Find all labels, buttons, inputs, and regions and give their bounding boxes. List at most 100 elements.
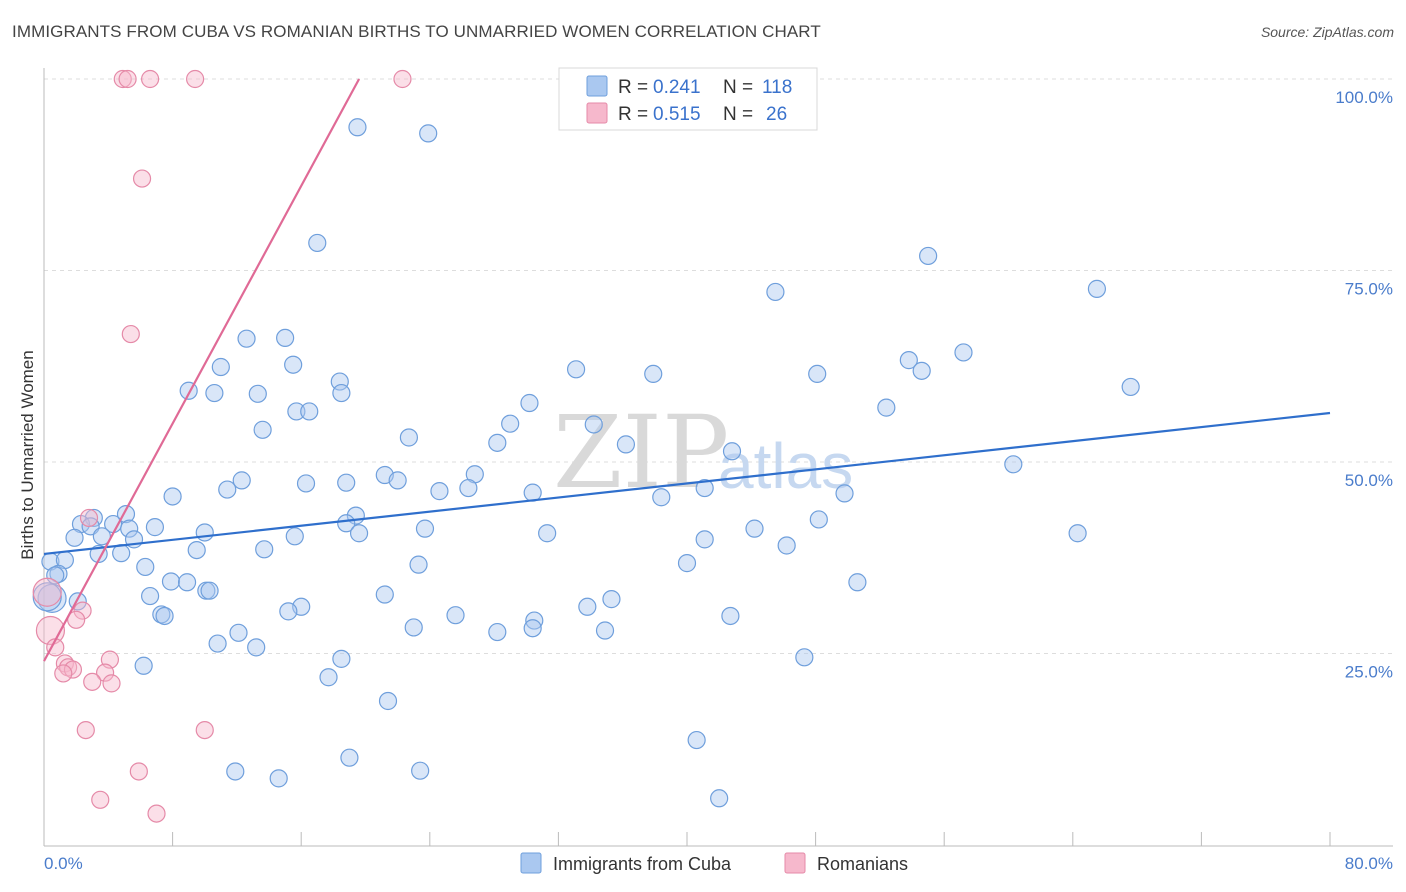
cuba-point — [525, 611, 544, 630]
cuba-point — [65, 528, 84, 547]
cuba-point — [255, 540, 274, 559]
cuba-point — [205, 383, 224, 403]
cuba-point — [232, 471, 251, 490]
cuba-point — [46, 566, 65, 585]
cuba-point — [348, 118, 367, 137]
chart-title: IMMIGRANTS FROM CUBA VS ROMANIAN BIRTHS … — [12, 22, 821, 41]
cuba-point — [419, 124, 438, 143]
cuba-point — [279, 602, 298, 621]
cuba-point — [276, 328, 295, 348]
cuba-point — [248, 384, 267, 403]
cuba-point — [411, 761, 430, 780]
cuba-point — [308, 233, 327, 253]
romanians-point — [186, 69, 205, 89]
cuba-point — [1068, 524, 1087, 543]
y-tick-label-100: 100.0% — [1335, 88, 1393, 107]
cuba-point — [375, 585, 394, 604]
cuba-point — [722, 442, 742, 461]
cuba-point — [501, 414, 520, 433]
cuba-point — [296, 474, 316, 493]
cuba-point — [404, 618, 423, 637]
cuba-point — [721, 606, 740, 626]
cuba-point — [710, 789, 729, 808]
cuba-point — [177, 573, 197, 592]
cuba-point — [409, 555, 428, 574]
cuba-point — [1004, 455, 1023, 474]
cuba-point — [695, 530, 714, 549]
legend-r-value-romanians: 0.515 — [653, 104, 701, 125]
legend-r-label-romanians: R = — [618, 104, 648, 125]
cuba-point — [644, 364, 663, 384]
bottom-legend-label-romanians: Romanians — [817, 854, 908, 874]
y-axis-label: Births to Unmarried Women — [18, 350, 37, 559]
cuba-point — [777, 536, 796, 555]
top-legend: R = 0.241 N = 118 R = 0.515 N = 26 — [558, 67, 818, 131]
romanians-point — [32, 577, 62, 607]
cuba-point — [340, 748, 359, 767]
bottom-legend: Immigrants from Cuba Romanians — [520, 852, 908, 874]
romanians-point — [83, 672, 102, 691]
cuba-point — [145, 518, 165, 537]
bottom-legend-label-cuba: Immigrants from Cuba — [553, 854, 732, 874]
legend-n-label-cuba: N = — [723, 77, 753, 98]
cuba-point — [226, 762, 245, 781]
cuba-point — [161, 572, 181, 591]
romanians-point — [67, 610, 86, 629]
x-tick-label-max: 80.0% — [1345, 854, 1393, 873]
trend-lines — [43, 78, 1331, 662]
romanians-point — [118, 69, 137, 89]
cuba-point — [446, 606, 465, 625]
cuba-point — [269, 769, 288, 788]
romanians-point — [132, 169, 152, 188]
cuba-point — [578, 597, 597, 616]
series-cuba-points — [32, 118, 1140, 808]
cuba-point — [349, 524, 369, 543]
y-tick-labels: 25.0% 50.0% 75.0% 100.0% — [1335, 88, 1393, 682]
romanians-point — [121, 324, 140, 344]
bottom-legend-swatch-romanians — [784, 852, 806, 874]
bottom-legend-swatch-cuba — [520, 852, 542, 874]
cuba-point — [848, 573, 867, 592]
romanians-point — [79, 508, 99, 528]
cuba-point — [677, 554, 697, 573]
cuba-point — [745, 519, 764, 538]
trend-line-romanians — [43, 78, 361, 662]
cuba-point — [1087, 279, 1107, 298]
romanians-point — [59, 658, 78, 677]
cuba-point — [140, 586, 160, 606]
series-romanians-points — [32, 69, 412, 823]
romanians-point — [113, 69, 132, 89]
cuba-point — [337, 514, 356, 533]
cuba-point — [808, 364, 827, 384]
romanians-point — [102, 674, 121, 693]
cuba-point — [332, 649, 351, 668]
cuba-point — [337, 473, 356, 492]
cuba-point — [566, 360, 586, 379]
romanians-point — [393, 69, 412, 89]
cuba-point — [284, 355, 303, 374]
cuba-point — [200, 581, 219, 600]
romanians-point — [95, 663, 115, 682]
cuba-point — [211, 357, 230, 377]
cuba-point — [652, 488, 671, 507]
y-tick-label-25: 25.0% — [1345, 663, 1393, 682]
watermark: ZIP atlas — [553, 394, 853, 511]
cuba-point — [285, 527, 304, 546]
cuba-point — [919, 246, 938, 266]
cuba-point — [459, 478, 478, 498]
legend-n-label-romanians: N = — [723, 104, 753, 125]
romanians-point — [91, 790, 110, 809]
cuba-point — [163, 487, 182, 506]
x-tick-label-min: 0.0% — [44, 854, 83, 873]
legend-n-value-romanians: 26 — [766, 104, 787, 125]
legend-swatch-cuba — [586, 75, 608, 97]
cuba-point — [538, 524, 557, 543]
watermark-zip: ZIP — [553, 394, 729, 511]
cuba-point — [415, 519, 435, 538]
cuba-point — [899, 351, 918, 370]
cuba-point — [120, 519, 139, 538]
romanians-point — [63, 660, 83, 679]
cuba-point — [616, 435, 636, 454]
y-tick-label-50: 50.0% — [1345, 471, 1393, 490]
